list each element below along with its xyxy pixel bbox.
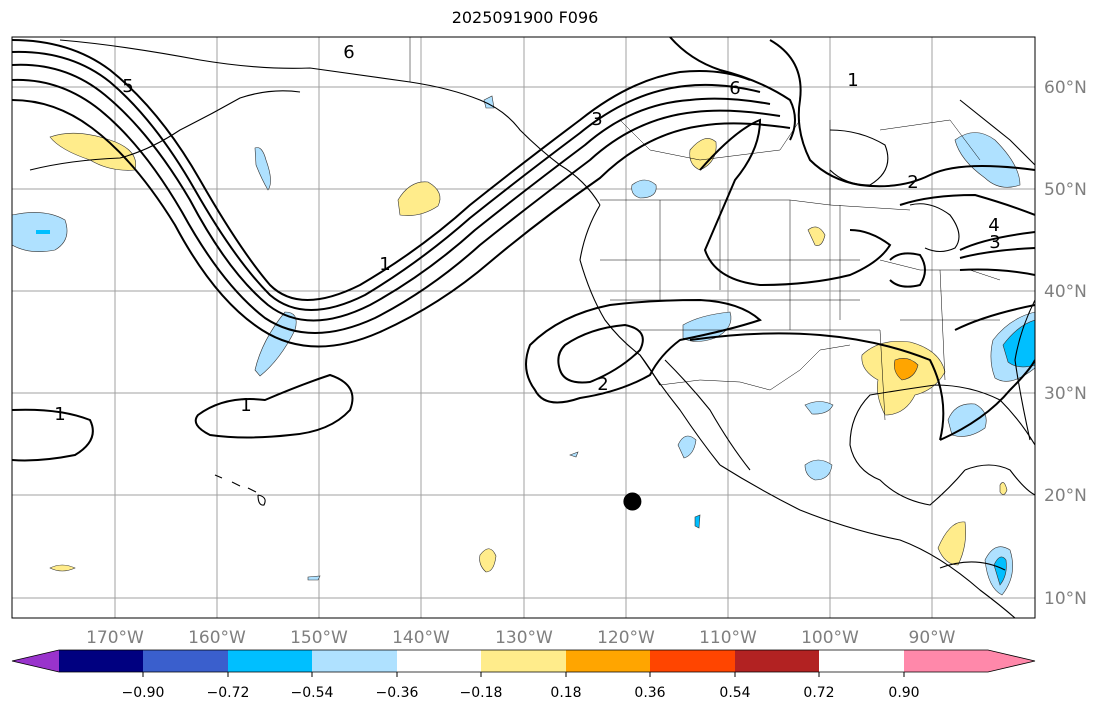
patch-blue-southwest [682, 311, 732, 342]
colorbar-tick-label: −0.36 [376, 685, 419, 701]
contour-label-group: 6 5 1 3 6 1 2 3 4 1 2 1 [54, 42, 1000, 425]
coast-great-lakes [909, 203, 960, 253]
patch-blue-small-3 [307, 575, 321, 581]
lon-label: 150°W [290, 628, 348, 648]
contour-label: 6 [343, 42, 354, 63]
colorbar-extend-low [12, 650, 59, 672]
colorbar-tick-label: 0.72 [803, 685, 834, 701]
lon-label: 140°W [392, 628, 450, 648]
political-borders [409, 37, 1001, 421]
coast-east [1014, 299, 1035, 441]
lon-label: 90°W [909, 628, 956, 648]
lat-label: 30°N [1044, 384, 1087, 404]
patch-yellow-canada [689, 138, 717, 171]
patch-yellow-hawaii-se [479, 548, 497, 573]
colorbar-outline [11, 649, 1036, 673]
contour-label: 5 [122, 76, 133, 97]
contour-label: 6 [729, 78, 740, 99]
lat-label-group: 60°N 50°N 40°N 30°N 20°N 10°N [1044, 78, 1087, 609]
patch-yellow-plains [807, 226, 826, 246]
colorbar-tick-label: −0.18 [460, 685, 503, 701]
coast-hawaii [214, 474, 266, 506]
coast-cuba [939, 561, 1006, 571]
patch-yellow-small-e [999, 482, 1008, 495]
contour-label: 2 [907, 172, 918, 193]
patch-yellow-central-am [937, 521, 966, 566]
patch-blue-baja [677, 435, 697, 459]
coast-florida [964, 464, 1035, 496]
patch-blue-gulf [804, 401, 834, 415]
patch-blue-florida [947, 403, 987, 437]
contour-label: 3 [989, 232, 1000, 253]
lon-label: 170°W [86, 628, 144, 648]
colorbar-segment [312, 650, 397, 672]
coast-canada-east [959, 99, 1035, 166]
patch-yellow-gulf-alaska [397, 181, 441, 216]
lon-label: 160°W [188, 628, 246, 648]
lat-label: 10°N [1044, 589, 1087, 609]
location-marker [623, 492, 642, 511]
patch-orange-texas [894, 358, 919, 381]
contour-lines [12, 37, 1035, 462]
colorbar-tick-label: 0.18 [550, 685, 581, 701]
patch-blue-small-1 [569, 451, 579, 458]
lon-label: 130°W [495, 628, 553, 648]
colorbar-segment [143, 650, 228, 672]
coast-gulf-mexico [849, 384, 1035, 506]
colorbar-segment [481, 650, 566, 672]
contour-label: 1 [54, 404, 65, 425]
patch-blue-east [954, 132, 1021, 188]
colorbar-tick-label: 0.90 [888, 685, 919, 701]
patch-blue-yukon [254, 147, 271, 191]
contour-label: 3 [591, 109, 602, 130]
coast-mexico-pacific [719, 464, 1016, 618]
lat-label: 60°N [1044, 78, 1087, 98]
patch-blue-bc [631, 179, 657, 199]
contour-label: 1 [847, 70, 858, 91]
colorbar [11, 649, 1036, 677]
colorbar-tick-label: −0.72 [207, 685, 250, 701]
lat-label: 40°N [1044, 282, 1087, 302]
colorbar-segment [735, 650, 819, 672]
colorbar-tick-label: −0.54 [291, 685, 334, 701]
coast-gulf-california [664, 359, 751, 471]
colorbar-segment [397, 650, 481, 672]
colorbar-extend-high [988, 650, 1035, 672]
patch-blue-mexico [804, 459, 833, 481]
colorbar-segment [904, 650, 988, 672]
lon-label: 100°W [801, 628, 859, 648]
colorbar-segment [59, 650, 143, 672]
colorbar-tick-label: −0.90 [122, 685, 165, 701]
patch-blue-small-2 [694, 514, 701, 529]
contour-label: 1 [240, 395, 251, 416]
lon-label: 120°W [597, 628, 655, 648]
lat-label: 50°N [1044, 180, 1087, 200]
colorbar-segment [650, 650, 735, 672]
patch-blue-west-core [36, 230, 50, 234]
contour-label: 1 [379, 254, 390, 275]
coast-alaska [59, 39, 601, 206]
colorbar-tick-label: 0.54 [719, 685, 750, 701]
contour-label: 2 [597, 374, 608, 395]
lon-label-group: 170°W 160°W 150°W 140°W 130°W 120°W 110°… [86, 628, 956, 648]
lat-label: 20°N [1044, 486, 1087, 506]
colorbar-segment [228, 650, 312, 672]
colorbar-segment [566, 650, 650, 672]
coast-aleutians [29, 90, 301, 171]
map-title: 2025091900 F096 [451, 8, 599, 27]
colorbar-tick-label: 0.36 [634, 685, 665, 701]
contour-label: 4 [988, 215, 999, 236]
patch-blue-caribbean-core [993, 556, 1007, 586]
map-border [11, 36, 1036, 619]
lon-label: 110°W [699, 628, 757, 648]
patch-yellow-far-west [49, 564, 76, 572]
colorbar-tick-labels: −0.90 −0.72 −0.54 −0.36 −0.18 0.18 0.36 … [122, 685, 920, 701]
